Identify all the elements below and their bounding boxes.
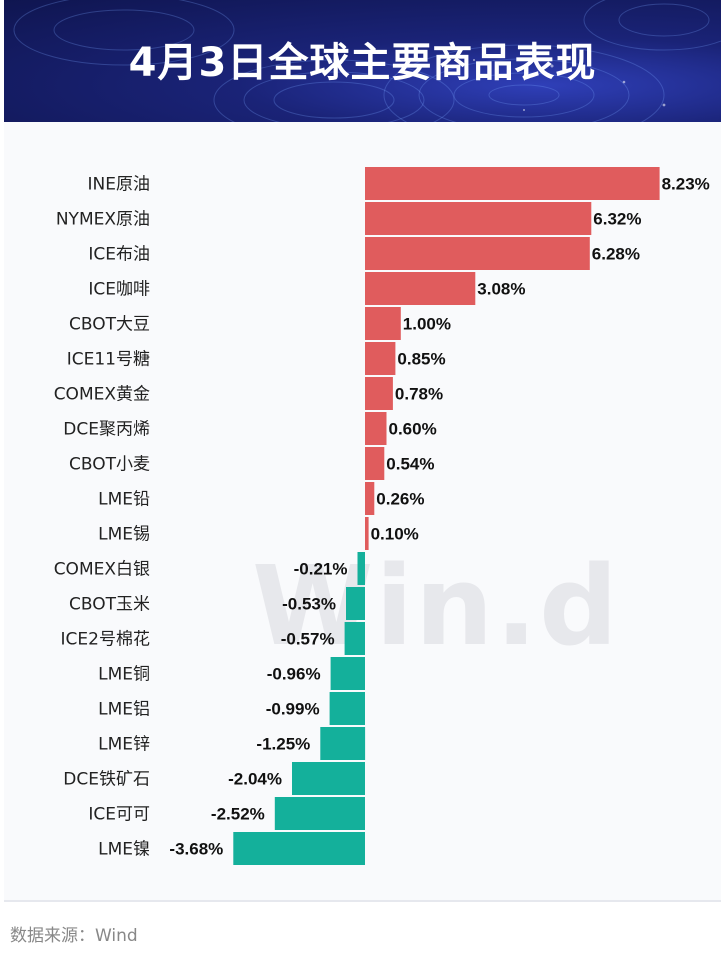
value-label-2: 6.28%	[592, 245, 640, 264]
category-label-11: COMEX白银	[54, 560, 150, 580]
value-label-12: -0.53%	[282, 595, 336, 614]
topographic-pattern	[13, 0, 721, 122]
category-label-16: LME锌	[98, 735, 150, 755]
page-title: 4月3日全球主要商品表现	[128, 40, 597, 86]
category-label-14: LME铜	[98, 665, 150, 685]
bar-4	[365, 307, 401, 340]
header-banner: 4月3日全球主要商品表现	[4, 0, 721, 122]
category-label-19: LME镍	[98, 840, 150, 860]
value-label-3: 3.08%	[477, 280, 525, 299]
value-label-18: -2.52%	[211, 805, 265, 824]
bar-14	[330, 657, 365, 690]
value-label-7: 0.60%	[389, 420, 437, 439]
category-label-12: CBOT玉米	[69, 595, 150, 615]
category-label-0: INE原油	[88, 175, 150, 195]
category-label-3: ICE咖啡	[88, 280, 150, 300]
category-label-17: DCE铁矿石	[63, 770, 150, 790]
category-label-7: DCE聚丙烯	[63, 420, 150, 440]
category-label-15: LME铝	[98, 700, 150, 720]
category-label-6: COMEX黄金	[54, 385, 150, 405]
data-source-note: 数据来源：Wind	[10, 926, 138, 946]
category-label-5: ICE11号糖	[67, 350, 150, 370]
value-label-9: 0.26%	[376, 490, 424, 509]
bar-15	[329, 692, 365, 725]
value-label-19: -3.68%	[169, 840, 223, 859]
value-label-15: -0.99%	[266, 700, 320, 719]
category-label-18: ICE可可	[88, 805, 150, 825]
value-label-0: 8.23%	[662, 175, 710, 194]
bar-18	[274, 797, 365, 830]
bar-2	[365, 237, 590, 270]
bar-16	[320, 727, 366, 760]
bar-7	[365, 412, 387, 445]
bar-10	[365, 517, 369, 550]
value-label-14: -0.96%	[267, 665, 321, 684]
value-label-17: -2.04%	[228, 770, 282, 789]
value-label-16: -1.25%	[256, 735, 310, 754]
bar-19	[233, 832, 365, 865]
category-label-8: CBOT小麦	[69, 455, 150, 475]
value-label-10: 0.10%	[371, 525, 419, 544]
bar-1	[365, 202, 592, 235]
bar-11	[357, 552, 365, 585]
category-label-10: LME锡	[98, 525, 150, 545]
category-label-13: ICE2号棉花	[61, 630, 150, 650]
category-label-1: NYMEX原油	[56, 210, 150, 230]
value-label-11: -0.21%	[294, 560, 348, 579]
chart-panel: Win.d INE原油 8.23% NYMEX原油 6.32% ICE布油 6.28% IC…	[4, 122, 721, 902]
bar-6	[365, 377, 393, 410]
bar-8	[365, 447, 385, 480]
value-label-13: -0.57%	[281, 630, 335, 649]
watermark: Win.d	[252, 542, 620, 670]
value-label-8: 0.54%	[386, 455, 434, 474]
bar-9	[365, 482, 375, 515]
bar-17	[292, 762, 365, 795]
value-label-4: 1.00%	[403, 315, 451, 334]
bar-12	[346, 587, 365, 620]
value-label-5: 0.85%	[397, 350, 445, 369]
bar-0	[365, 167, 660, 200]
category-label-9: LME铅	[98, 490, 150, 510]
bar-5	[365, 342, 396, 375]
value-label-6: 0.78%	[395, 385, 443, 404]
value-label-1: 6.32%	[593, 210, 641, 229]
bar-3	[365, 272, 476, 305]
category-label-4: CBOT大豆	[69, 315, 150, 335]
category-label-2: ICE布油	[88, 245, 150, 265]
bar-13	[344, 622, 365, 655]
commodity-bar-chart: INE原油 8.23% NYMEX原油 6.32% ICE布油 6.28% ICE咖啡 3.0…	[54, 167, 710, 865]
